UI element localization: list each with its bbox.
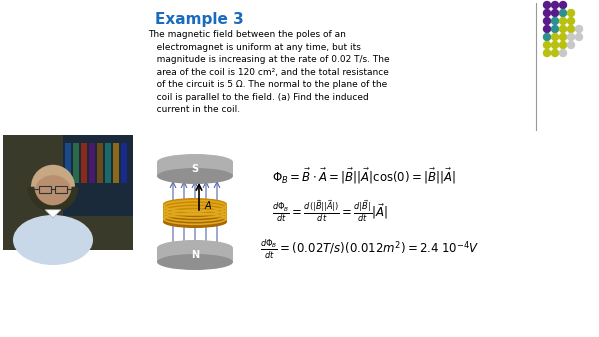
Text: $\frac{d\Phi_B}{dt} = (0.02T/s)(0.012m^2) = 2.4\;10^{-4}V$: $\frac{d\Phi_B}{dt} = (0.02T/s)(0.012m^2… (260, 238, 479, 261)
Text: Example 3: Example 3 (155, 12, 244, 27)
Circle shape (567, 33, 574, 40)
Ellipse shape (157, 240, 233, 256)
Circle shape (567, 9, 574, 17)
Text: of the circuit is 5 Ω. The normal to the plane of the: of the circuit is 5 Ω. The normal to the… (148, 80, 387, 89)
Text: magnitude is increasing at the rate of 0.02 T/s. The: magnitude is increasing at the rate of 0… (148, 55, 389, 64)
Circle shape (576, 33, 582, 40)
Circle shape (576, 26, 582, 32)
Bar (113, 143, 119, 183)
Circle shape (559, 18, 567, 25)
Text: $\frac{d\Phi_B}{dt} = \frac{d(|\vec{B}||\vec{A}|)}{dt} = \frac{d|\vec{B}|}{dt}|\: $\frac{d\Phi_B}{dt} = \frac{d(|\vec{B}||… (272, 198, 388, 224)
Circle shape (559, 50, 567, 57)
Text: A: A (205, 201, 211, 211)
Bar (81, 143, 87, 183)
Ellipse shape (13, 215, 93, 265)
Circle shape (559, 41, 567, 49)
Circle shape (552, 1, 558, 8)
Circle shape (552, 41, 558, 49)
Bar (3, 135, 133, 250)
Circle shape (543, 41, 550, 49)
Circle shape (543, 18, 550, 25)
Text: current in the coil.: current in the coil. (148, 105, 240, 114)
Text: $\Phi_B = \vec{B}\cdot \vec{A} = |\vec{B}||\vec{A}|\cos(0) = |\vec{B}||\vec{A}|$: $\Phi_B = \vec{B}\cdot \vec{A} = |\vec{B… (272, 167, 456, 186)
Bar (73, 143, 79, 183)
Circle shape (552, 18, 558, 25)
Circle shape (543, 33, 550, 40)
Ellipse shape (163, 198, 227, 210)
Text: coil is parallel to the field. (a) Find the induced: coil is parallel to the field. (a) Find … (148, 92, 369, 101)
Ellipse shape (163, 216, 227, 228)
Circle shape (559, 1, 567, 8)
Circle shape (552, 50, 558, 57)
Bar (39, 186, 51, 193)
Bar (63, 135, 133, 215)
Circle shape (552, 26, 558, 32)
Circle shape (543, 9, 550, 17)
Text: electromagnet is uniform at any time, but its: electromagnet is uniform at any time, bu… (148, 42, 361, 52)
Circle shape (559, 33, 567, 40)
Text: area of the coil is 120 cm², and the total resistance: area of the coil is 120 cm², and the tot… (148, 67, 389, 76)
Circle shape (559, 26, 567, 32)
Circle shape (552, 9, 558, 17)
Bar (89, 143, 95, 183)
Polygon shape (45, 210, 61, 218)
Circle shape (567, 26, 574, 32)
Circle shape (567, 18, 574, 25)
Bar (105, 143, 111, 183)
Circle shape (552, 33, 558, 40)
Ellipse shape (157, 154, 233, 170)
Ellipse shape (35, 175, 71, 205)
Ellipse shape (157, 254, 233, 270)
Circle shape (543, 50, 550, 57)
Text: N: N (191, 250, 199, 260)
Bar (163, 204, 227, 222)
Text: The magnetic field between the poles of an: The magnetic field between the poles of … (148, 30, 346, 39)
Bar (121, 143, 127, 183)
Bar (97, 143, 103, 183)
Bar (157, 248, 233, 262)
Bar (157, 162, 233, 176)
Circle shape (31, 165, 75, 209)
Bar (55, 186, 67, 193)
Circle shape (567, 41, 574, 49)
Circle shape (543, 1, 550, 8)
Text: S: S (192, 164, 198, 174)
Bar (65, 143, 71, 183)
Circle shape (543, 26, 550, 32)
Ellipse shape (157, 168, 233, 184)
Circle shape (559, 9, 567, 17)
